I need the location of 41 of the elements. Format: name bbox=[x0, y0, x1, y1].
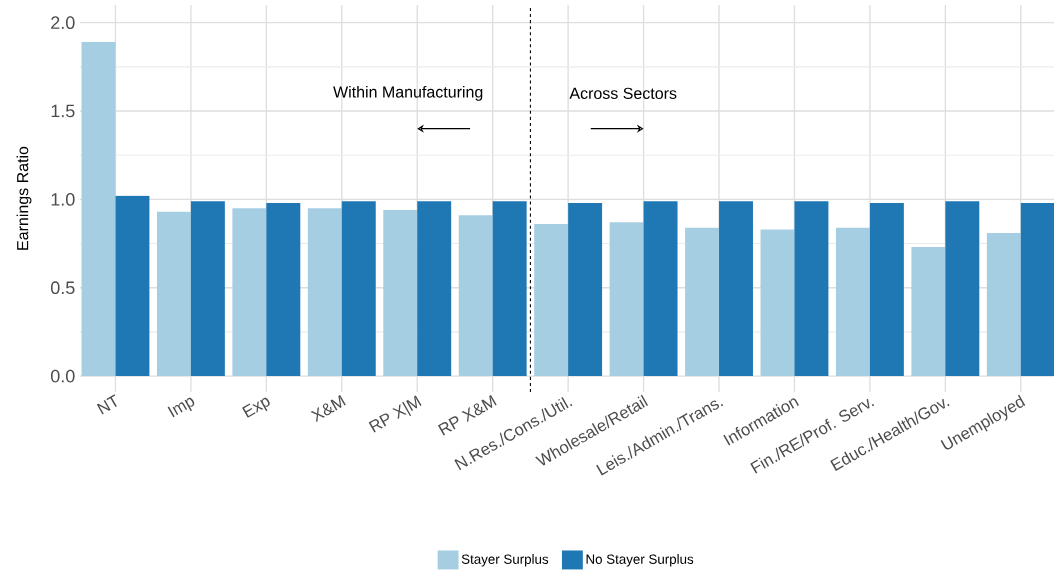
y-tick-label: 1.0 bbox=[51, 193, 75, 206]
bar bbox=[232, 208, 267, 377]
annotation: Within Manufacturing bbox=[333, 85, 483, 101]
y-axis-title: Earnings Ratio bbox=[16, 146, 32, 250]
x-tick-label: NT bbox=[96, 394, 117, 415]
x-tick-label: Imp bbox=[167, 397, 195, 418]
y-tick-label: 1.5 bbox=[51, 104, 75, 118]
bar bbox=[911, 247, 946, 377]
bar bbox=[190, 201, 225, 377]
x-tick-label: X&M bbox=[310, 394, 346, 423]
bar bbox=[794, 201, 829, 377]
bar bbox=[458, 215, 493, 377]
bar bbox=[307, 208, 342, 377]
bar bbox=[719, 201, 753, 377]
bar bbox=[492, 201, 527, 377]
x-tick-label: Exp bbox=[242, 397, 270, 418]
bar bbox=[986, 232, 1021, 377]
bar bbox=[266, 202, 301, 377]
y-tick-label: 0.0 bbox=[50, 369, 75, 383]
bar bbox=[835, 227, 870, 377]
bar bbox=[869, 202, 904, 377]
bar bbox=[1020, 202, 1054, 377]
bar bbox=[685, 227, 720, 377]
annotation: Across Sectors bbox=[569, 87, 677, 99]
bar bbox=[568, 202, 603, 377]
bar bbox=[383, 209, 418, 377]
bar bbox=[609, 222, 644, 377]
x-tick-label: RP X|M bbox=[368, 395, 422, 433]
y-tick-label: 2.0 bbox=[51, 16, 75, 30]
bar bbox=[760, 229, 795, 377]
bar bbox=[156, 211, 191, 377]
bar bbox=[643, 201, 678, 377]
legend-label: No Stayer Surplus bbox=[586, 554, 694, 567]
bar bbox=[81, 42, 116, 377]
bar bbox=[945, 201, 980, 377]
bar bbox=[417, 201, 452, 377]
legend-label: Stayer Surplus bbox=[461, 554, 549, 567]
y-tick-label: 0.5 bbox=[50, 281, 75, 295]
bar bbox=[115, 195, 150, 377]
bar bbox=[341, 201, 376, 377]
bar bbox=[534, 224, 569, 377]
